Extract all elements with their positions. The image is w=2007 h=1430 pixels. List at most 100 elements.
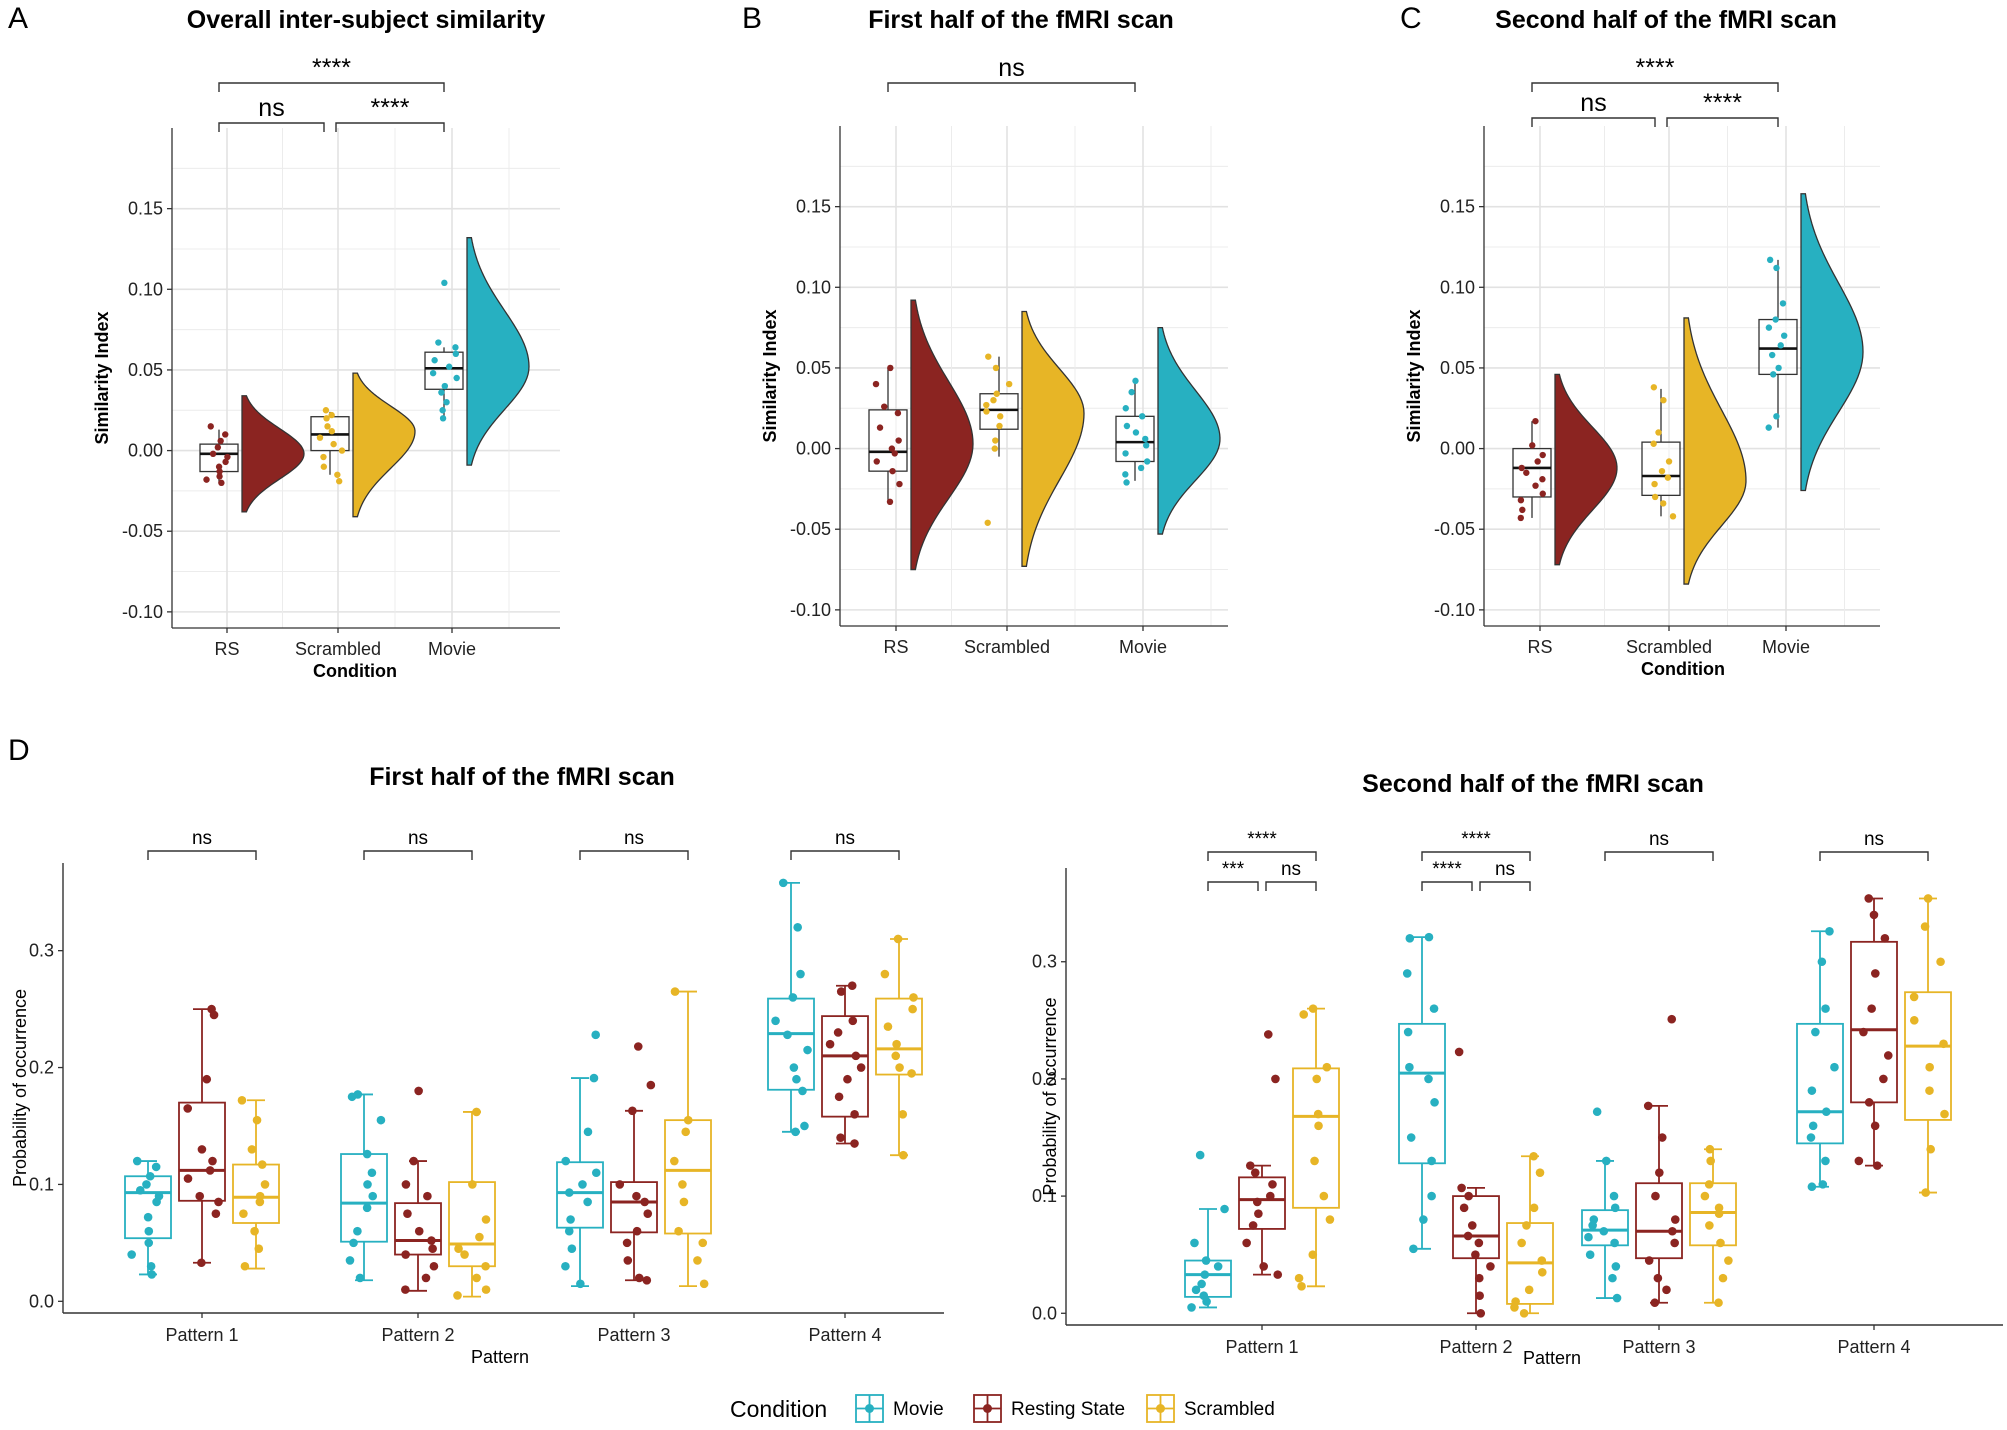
data-point bbox=[250, 1226, 259, 1236]
data-point bbox=[1926, 1144, 1935, 1154]
x-tick-label: Pattern 1 bbox=[165, 1325, 238, 1345]
significance-bracket bbox=[1666, 117, 1779, 127]
y-tick-label: -0.05 bbox=[1434, 519, 1475, 539]
boxplot-resting-state bbox=[610, 1042, 658, 1285]
data-point bbox=[1867, 1004, 1876, 1013]
data-point bbox=[347, 1092, 357, 1102]
data-point bbox=[211, 1209, 221, 1218]
data-point bbox=[1430, 1098, 1439, 1107]
data-point bbox=[144, 1226, 154, 1236]
data-point bbox=[224, 453, 231, 461]
data-point bbox=[1651, 1191, 1660, 1201]
data-point bbox=[1780, 332, 1788, 339]
data-point bbox=[1714, 1298, 1723, 1308]
data-point bbox=[1137, 464, 1145, 472]
data-point bbox=[1248, 1221, 1258, 1230]
legend-title: Condition bbox=[730, 1396, 827, 1422]
data-point bbox=[1471, 1250, 1480, 1259]
panel-b: First half of the fMRI scan -0.10 -0.05 0.0… bbox=[760, 6, 1228, 657]
y-tick-label: 0.3 bbox=[29, 941, 54, 961]
boxplot-scrambled bbox=[664, 987, 712, 1289]
data-point bbox=[151, 1162, 161, 1172]
data-point bbox=[214, 444, 222, 451]
data-point bbox=[1585, 1250, 1595, 1259]
data-point bbox=[1818, 1180, 1828, 1189]
significance-bracket bbox=[1604, 851, 1714, 861]
y-tick-label: 0.10 bbox=[796, 277, 831, 297]
y-tick-label: 0.05 bbox=[796, 358, 831, 378]
box-body bbox=[1850, 940, 1898, 1104]
data-point bbox=[1532, 482, 1539, 489]
data-point bbox=[992, 364, 1000, 372]
data-point bbox=[1429, 1004, 1439, 1013]
data-point bbox=[991, 445, 998, 452]
legend-key-point bbox=[1156, 1404, 1165, 1413]
data-point bbox=[1263, 1030, 1273, 1039]
data-point bbox=[1406, 1133, 1416, 1142]
data-point bbox=[1653, 1273, 1663, 1283]
chart-title: Second half of the fMRI scan bbox=[1495, 6, 1837, 34]
data-point bbox=[145, 1171, 155, 1181]
significance-label: **** bbox=[1636, 54, 1675, 82]
boxplot-movie bbox=[1796, 926, 1844, 1192]
data-point bbox=[1220, 1204, 1229, 1214]
data-point bbox=[1523, 469, 1530, 476]
significance-bracket bbox=[1207, 881, 1259, 891]
data-point bbox=[1128, 388, 1135, 396]
data-point bbox=[1650, 384, 1658, 391]
data-point bbox=[1854, 1156, 1864, 1166]
data-point bbox=[679, 1197, 689, 1207]
data-point bbox=[1518, 464, 1525, 472]
data-point bbox=[788, 993, 798, 1002]
data-point bbox=[1584, 1232, 1593, 1242]
data-point bbox=[215, 463, 223, 470]
data-point bbox=[1872, 1161, 1882, 1170]
data-point bbox=[1522, 1221, 1531, 1230]
data-point bbox=[240, 1261, 250, 1271]
data-point bbox=[1643, 1101, 1653, 1111]
data-point bbox=[1644, 1256, 1654, 1265]
data-point bbox=[362, 1203, 372, 1213]
significance-bracket bbox=[218, 122, 325, 132]
boxplot-scrambled bbox=[875, 934, 923, 1160]
data-point bbox=[1592, 1107, 1602, 1117]
data-point bbox=[429, 1261, 439, 1271]
data-point bbox=[441, 382, 449, 390]
significance-bracket bbox=[1531, 82, 1779, 92]
data-point bbox=[833, 1028, 843, 1037]
box-body bbox=[556, 1161, 604, 1229]
data-point bbox=[1768, 351, 1776, 359]
data-point bbox=[414, 1086, 423, 1096]
x-axis-label: Condition bbox=[1641, 659, 1725, 679]
x-tick-label: Scrambled bbox=[295, 639, 381, 659]
data-point bbox=[1405, 1062, 1414, 1072]
boxplot-movie bbox=[556, 1030, 604, 1289]
data-point bbox=[1664, 474, 1672, 481]
data-point bbox=[320, 453, 327, 461]
data-point bbox=[144, 1238, 154, 1248]
data-point bbox=[895, 1063, 904, 1072]
y-tick-label: 0.3 bbox=[1032, 952, 1057, 972]
data-point bbox=[789, 1063, 799, 1072]
significance-bracket bbox=[218, 82, 445, 92]
significance-bracket bbox=[363, 850, 473, 860]
data-point bbox=[438, 389, 445, 396]
data-point bbox=[1273, 1270, 1283, 1279]
y-tick-label: 0.10 bbox=[1440, 277, 1475, 297]
data-point bbox=[1200, 1270, 1210, 1279]
data-point bbox=[1765, 424, 1772, 431]
data-point bbox=[698, 1238, 708, 1248]
data-point bbox=[1655, 1168, 1664, 1177]
data-point bbox=[1132, 429, 1140, 436]
significance-label: ns bbox=[1580, 89, 1606, 117]
data-point bbox=[143, 1212, 153, 1222]
data-point bbox=[678, 1180, 687, 1189]
data-point bbox=[1325, 1215, 1335, 1224]
data-point bbox=[1486, 1262, 1495, 1271]
boxplot-movie bbox=[1581, 1107, 1629, 1303]
data-point bbox=[1811, 1027, 1820, 1037]
significance-bracket bbox=[1819, 851, 1929, 861]
boxplot-resting-state bbox=[178, 1004, 226, 1268]
box-body bbox=[1184, 1259, 1232, 1298]
box-body bbox=[394, 1202, 442, 1256]
